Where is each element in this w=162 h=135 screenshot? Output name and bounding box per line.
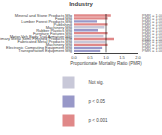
svg-text:PMR = 1.00: PMR = 1.00	[142, 31, 162, 36]
svg-text:PMR = 1.00: PMR = 1.00	[142, 25, 162, 30]
svg-text:p < 0.05: p < 0.05	[89, 99, 106, 104]
svg-text:Rubber Plastics Mfg: Rubber Plastics Mfg	[36, 28, 72, 33]
svg-text:PMR = 1.00: PMR = 1.00	[142, 19, 162, 24]
svg-text:0.5: 0.5	[87, 55, 93, 60]
svg-text:PMR = 1.00: PMR = 1.00	[142, 22, 162, 27]
svg-text:2.0: 2.0	[135, 55, 141, 60]
svg-text:1.0: 1.0	[103, 55, 109, 60]
svg-text:PMR = 1.00: PMR = 1.00	[142, 45, 162, 50]
svg-text:Motor Veh Body Trail Armature: Motor Veh Body Trail Armature Mfg	[10, 34, 72, 39]
svg-text:Not sig.: Not sig.	[89, 80, 104, 85]
svg-text:Lumber Forest Products Mfg: Lumber Forest Products Mfg	[21, 19, 72, 24]
svg-text:Publishing: Publishing	[54, 22, 72, 27]
svg-text:PMR = 1.00: PMR = 1.00	[142, 28, 162, 33]
svg-text:Primary Metal Semi Finished Pr: Primary Metal Semi Finished Products Mfg	[0, 36, 72, 41]
svg-text:p < 0.001: p < 0.001	[89, 118, 108, 123]
svg-text:Fabricated Metal Products Mfg: Fabricated Metal Products Mfg	[18, 39, 72, 44]
svg-text:Machinery Mfg: Machinery Mfg	[46, 25, 72, 30]
svg-text:0.0: 0.0	[71, 55, 77, 60]
svg-text:Industry: Industry	[69, 1, 93, 7]
svg-text:PMR = 1.00: PMR = 1.00	[142, 42, 162, 47]
svg-text:PMR = 1.00: PMR = 1.00	[142, 13, 162, 18]
svg-text:Food Mfg: Food Mfg	[55, 16, 72, 21]
svg-text:Transportation Equipment Mfg: Transportation Equipment Mfg	[18, 48, 72, 53]
svg-text:PMR = 1.00: PMR = 1.00	[142, 37, 162, 42]
svg-text:Furniture Fixtures Mfg: Furniture Fixtures Mfg	[33, 31, 72, 36]
svg-text:PMR = 1.00: PMR = 1.00	[142, 34, 162, 39]
svg-text:PMR = 1.00: PMR = 1.00	[142, 48, 162, 53]
svg-text:Proportionate Mortality Ratio: Proportionate Mortality Ratio (PMR)	[70, 61, 142, 66]
svg-text:Electronic Computing Equipment: Electronic Computing Equipment Mfg	[6, 45, 72, 50]
svg-text:Machinery Mfg: Machinery Mfg	[46, 42, 72, 47]
svg-text:PMR = 1.00: PMR = 1.00	[142, 39, 162, 44]
svg-text:1.5: 1.5	[119, 55, 125, 60]
svg-text:PMR = 1.00: PMR = 1.00	[142, 16, 162, 21]
svg-text:Mineral and Stone Products Mfg: Mineral and Stone Products Mfg	[15, 13, 72, 18]
